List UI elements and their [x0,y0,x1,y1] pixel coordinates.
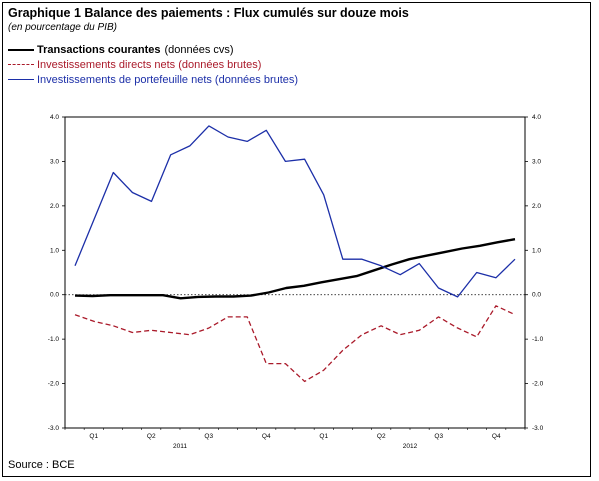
y-tick-label-right: 0.0 [532,292,541,299]
x-tick-label: Q3 [434,433,443,440]
plot-area [64,116,526,429]
chart-subtitle: (en pourcentage du PIB) [8,22,117,33]
source-note: Source : BCE [8,459,75,471]
x-tick-label: Q2 [147,433,156,440]
x-tick-label: Q4 [492,433,501,440]
series-line-investissements-portefeuille [74,125,516,298]
series-line-transactions-courantes [74,238,516,300]
series-line-investissements-directs [74,305,516,383]
legend-swatch-directs [8,64,34,65]
y-tick-label-left: -1.0 [48,336,60,343]
y-tick-label-right: 4.0 [532,114,541,121]
x-tick-label: Q4 [262,433,271,440]
x-tick-label: Q3 [204,433,213,440]
legend-label: Investissements de portefeuille nets (do… [37,73,299,86]
y-tick-label-left: 3.0 [50,158,59,165]
y-tick-label-left: 2.0 [50,203,59,210]
figure-frame [2,2,591,477]
y-tick-label-left: -2.0 [48,381,60,388]
legend-label-suffix: (données cvs) [164,43,234,56]
y-tick-label-left: 1.0 [50,247,59,254]
legend-label: Investissements directs nets (données br… [37,58,262,71]
legend-item-investissements-directs: Investissements directs nets (données br… [8,57,298,72]
y-tick-label-right: -2.0 [532,381,544,388]
x-tick-label: Q2 [377,433,386,440]
legend-label-bold: Transactions courantes [37,43,161,56]
legend-swatch-portefeuille [8,79,34,80]
x-tick-label: Q1 [89,433,98,440]
y-tick-label-left: 4.0 [50,114,59,121]
x-year-label: 2011 [173,443,187,450]
legend-swatch-transactions [8,48,34,51]
chart-legend: Transactions courantes (données cvs) Inv… [8,42,298,87]
y-tick-label-right: 3.0 [532,158,541,165]
y-tick-label-right: 2.0 [532,203,541,210]
legend-item-investissements-portefeuille: Investissements de portefeuille nets (do… [8,72,298,87]
y-tick-label-left: 0.0 [50,292,59,299]
y-tick-label-left: -3.0 [48,425,60,432]
y-tick-label-right: -1.0 [532,336,544,343]
legend-item-transactions-courantes: Transactions courantes (données cvs) [8,42,298,57]
y-tick-label-right: 1.0 [532,247,541,254]
x-tick-label: Q1 [319,433,328,440]
chart-title: Graphique 1 Balance des paiements : Flux… [8,6,409,20]
y-tick-label-right: -3.0 [532,425,544,432]
x-year-label: 2012 [403,443,418,450]
